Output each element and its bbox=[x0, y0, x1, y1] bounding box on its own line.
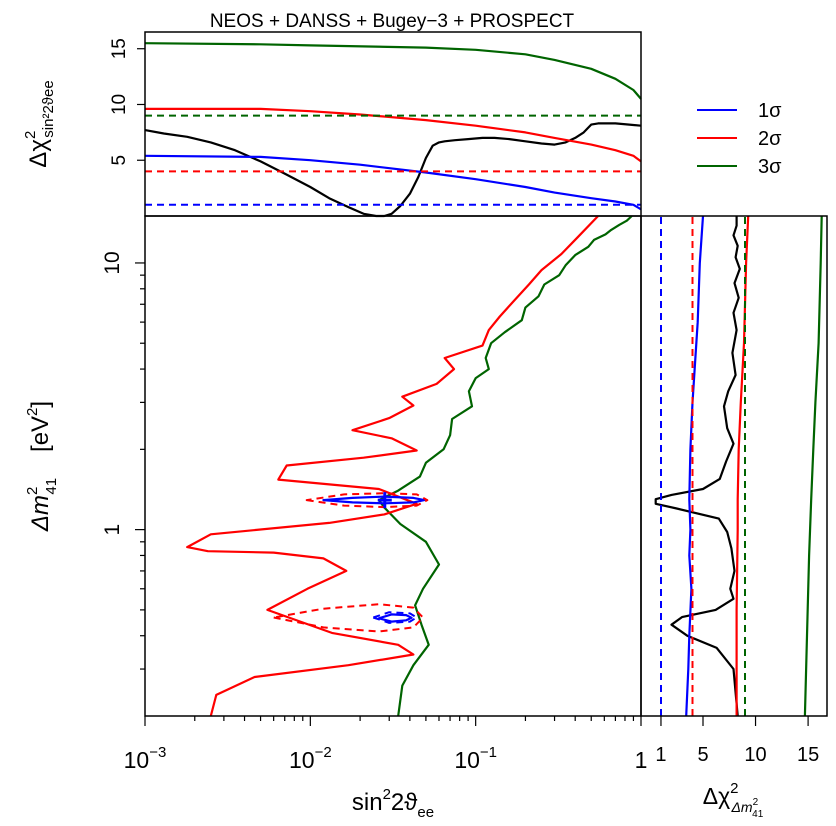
right-xlabel-sub-sup: 2 bbox=[753, 797, 759, 808]
right-xlabel-main: Δχ bbox=[703, 783, 730, 809]
main-ylabel-unit-sup: 2 bbox=[24, 408, 41, 416]
main-xtick-base: 1 bbox=[635, 747, 648, 773]
right-panel-xlabel: Δχ2 Δm2 41 bbox=[703, 780, 764, 820]
main-xtick-label: 10−3 bbox=[124, 744, 167, 773]
main-panel-ylabel: Δm2 41[eV2] bbox=[24, 401, 60, 532]
main-xtick-base: 10 bbox=[454, 747, 480, 773]
right-panel-lines bbox=[654, 215, 823, 717]
right-panel-frame bbox=[640, 215, 828, 717]
main-xtick-exponent: −1 bbox=[480, 744, 497, 761]
main-xtick-label: 1 bbox=[635, 747, 648, 773]
main-ytick-label: 10 bbox=[101, 251, 124, 274]
top-ylabel-main: Δχ bbox=[25, 139, 52, 168]
main-panel-y-axis: 1 10 bbox=[101, 251, 145, 670]
main-panel-x-axis: 10−3 10−2 10−1 1 bbox=[124, 716, 648, 773]
best-fit-marker bbox=[377, 492, 392, 509]
top-panel: NEOS + DANSS + Bugey−3 + PROSPECT 51015 … bbox=[22, 11, 642, 218]
right-xtick-label: 5 bbox=[697, 744, 708, 766]
main-2sigma-ellipse-b-dashed-line bbox=[272, 603, 424, 633]
right-xlabel-sub: Δm bbox=[731, 799, 753, 815]
main-1sigma-ellipse-a-line bbox=[322, 495, 426, 505]
main-xtick-label: 10−2 bbox=[289, 744, 332, 773]
main-3sigma-ellipse-b-dashed-line bbox=[372, 611, 418, 624]
main-xtick-exponent: −2 bbox=[315, 744, 332, 761]
main-xlabel-mid: 2ϑ bbox=[391, 789, 417, 816]
main-ylabel-main: Δm bbox=[27, 495, 54, 532]
main-ylabel-sub: 41 bbox=[43, 478, 60, 495]
main-2sigma-exclusion-line bbox=[186, 215, 599, 717]
main-ylabel-sup: 2 bbox=[24, 487, 41, 495]
right-profile-line bbox=[654, 216, 741, 717]
right-panel-x-axis: 1 5 10 15 bbox=[655, 716, 819, 766]
right-xtick-label: 15 bbox=[797, 744, 819, 766]
main-xlabel-sup: 2 bbox=[383, 786, 391, 803]
right-panel: 1 5 10 15 Δχ2 Δm2 41 bbox=[640, 215, 828, 820]
main-panel: 110 10−3 10−2 10−1 1 sin22ϑee Δm2 41[eV2] bbox=[24, 215, 648, 821]
main-panel-contours bbox=[186, 215, 633, 717]
main-xtick-exponent: −3 bbox=[149, 744, 166, 761]
right-3sigma-curve-line bbox=[803, 215, 823, 717]
top-3sigma-curve-line bbox=[144, 42, 642, 100]
top-profile-line bbox=[144, 122, 642, 218]
top-ylabel-sup: 2 bbox=[22, 131, 39, 139]
top-panel-y-axis: 5 10 15 bbox=[109, 38, 145, 166]
top-2sigma-curve-line bbox=[145, 107, 642, 163]
legend-label-3sigma: 3σ bbox=[758, 156, 782, 178]
right-xtick-label: 1 bbox=[655, 744, 666, 766]
top-panel-lines bbox=[144, 42, 642, 218]
main-xtick-label: 10−1 bbox=[454, 744, 497, 773]
main-xtick-base: 10 bbox=[124, 747, 150, 773]
right-xlabel-sup: 2 bbox=[730, 780, 738, 797]
main-ytick-label: 1 bbox=[101, 524, 124, 536]
top-1sigma-curve-line bbox=[144, 154, 642, 211]
main-ylabel-unit: [eV bbox=[27, 416, 54, 452]
top-ytick-label: 15 bbox=[109, 38, 130, 59]
main-3sigma-exclusion-line bbox=[377, 215, 633, 717]
top-panel-ylabel: Δχ2sin²2ϑee bbox=[22, 80, 57, 167]
main-xlabel-main: sin bbox=[352, 789, 383, 816]
right-xtick-label: 10 bbox=[744, 744, 766, 766]
legend-label-1sigma: 1σ bbox=[758, 100, 782, 122]
legend: 1σ 2σ 3σ bbox=[697, 100, 782, 178]
right-xlabel-sub-sub: 41 bbox=[752, 809, 764, 820]
top-ylabel-sub: sin²2ϑee bbox=[40, 80, 57, 137]
main-xtick-base: 10 bbox=[289, 747, 315, 773]
main-1sigma-ellipse-b-line bbox=[377, 613, 413, 623]
top-ytick-label: 5 bbox=[109, 155, 130, 166]
main-2sigma-ellipse-a-dashed-line bbox=[305, 492, 429, 509]
main-panel-xlabel: sin22ϑee bbox=[352, 786, 434, 821]
main-xlabel-sub: ee bbox=[417, 804, 434, 821]
top-panel-title: NEOS + DANSS + Bugey−3 + PROSPECT bbox=[210, 11, 575, 32]
right-1sigma-curve-line bbox=[685, 215, 705, 717]
main-ylabel-unit-end: ] bbox=[27, 401, 54, 408]
legend-label-2sigma: 2σ bbox=[758, 128, 782, 150]
top-ytick-label: 10 bbox=[109, 94, 130, 115]
